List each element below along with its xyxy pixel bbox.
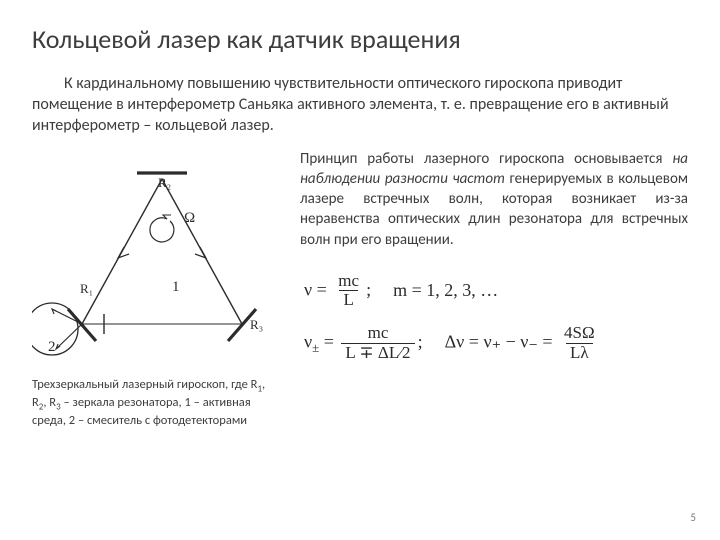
page-title: Кольцевой лазер как датчик вращения	[32, 24, 688, 55]
eq2-den: L ∓ ΔL⁄2	[341, 343, 414, 363]
slide: Кольцевой лазер как датчик вращения К ка…	[0, 0, 720, 540]
eq2-num2: 4SΩ	[560, 324, 599, 343]
page-number: 5	[690, 511, 696, 524]
principle-pre: Принцип работы лазерного гироскопа основ…	[300, 150, 672, 168]
eq2-semi: ;	[418, 331, 423, 351]
label-r1: R₁	[80, 281, 93, 297]
eq1-eqsign: =	[312, 279, 331, 299]
eq2-num: mc	[364, 324, 393, 343]
caption-pre: Трехзеркальный лазерный гироскоп, где R	[32, 377, 257, 392]
diagram-svg	[32, 149, 282, 369]
eq1-den: L	[339, 290, 357, 310]
caption-post: – зеркала резонатора, 1 – активная среда…	[32, 395, 251, 428]
gyroscope-diagram: R₂ R₁ R₃ Ω 1 2	[32, 149, 282, 369]
eq1-num: mc	[334, 272, 363, 291]
eq1-nu: ν	[304, 279, 312, 299]
label-r3: R₃	[250, 317, 263, 333]
caption-r23: , R	[43, 395, 56, 410]
eq2-fraction-1: mc L ∓ ΔL⁄2	[341, 324, 414, 362]
label-one: 1	[172, 279, 180, 296]
equation-1: ν = mc L ; m = 1, 2, 3, …	[304, 272, 688, 310]
eq1-semi: ;	[366, 279, 371, 299]
eq1-m: m = 1, 2, 3, …	[393, 280, 498, 301]
eq1-fraction: mc L	[334, 272, 363, 310]
eq2-fraction-2: 4SΩ Lλ	[560, 324, 599, 362]
label-omega: Ω	[184, 210, 195, 227]
left-column: R₂ R₁ R₃ Ω 1 2 Трехзеркальный лазерный г…	[32, 149, 282, 430]
two-column-area: R₂ R₁ R₃ Ω 1 2 Трехзеркальный лазерный г…	[32, 149, 688, 430]
principle-paragraph: Принцип работы лазерного гироскопа основ…	[300, 149, 688, 250]
eq2-den2: Lλ	[566, 343, 593, 363]
label-two: 2	[48, 339, 56, 356]
equation-2: ν± = mc L ∓ ΔL⁄2 ; Δν = ν₊ − ν₋ = 4SΩ Lλ	[304, 324, 688, 362]
eq2-eqsign: =	[319, 331, 338, 351]
right-column: Принцип работы лазерного гироскопа основ…	[300, 149, 688, 430]
diagram-caption: Трехзеркальный лазерный гироскоп, где R1…	[32, 377, 282, 430]
intro-paragraph: К кардинальному повышению чувствительнос…	[32, 73, 688, 136]
eq2-nu: ν	[304, 331, 312, 351]
label-r2: R₂	[158, 175, 171, 191]
eq2-dnu: Δν = ν₊ − ν₋ =	[445, 331, 557, 351]
